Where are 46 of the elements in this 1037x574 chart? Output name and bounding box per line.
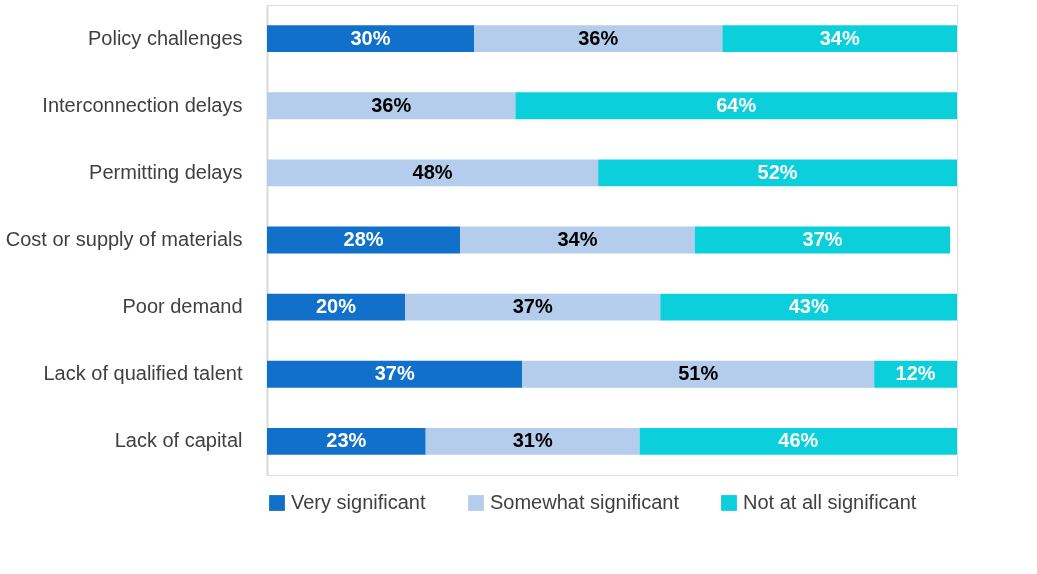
bar — [267, 360, 523, 388]
bar — [425, 428, 640, 455]
bar — [722, 25, 957, 52]
data-label: 37% — [802, 228, 843, 250]
bar — [267, 159, 599, 187]
data-label: 36% — [578, 26, 619, 49]
bar — [267, 92, 516, 120]
y-tick-label: Cost or supply of materials — [5, 228, 243, 250]
data-label: 46% — [778, 429, 819, 452]
data-label: 23% — [326, 429, 367, 452]
data-label: 52% — [757, 160, 798, 183]
bar — [460, 226, 695, 254]
y-tick-label: Lack of qualified talent — [43, 362, 243, 385]
bar — [522, 360, 875, 388]
y-tick-label: Permitting delays — [89, 160, 243, 183]
bar — [598, 159, 957, 187]
y-tick-label: Policy challenges — [87, 26, 243, 49]
data-label: 64% — [716, 93, 757, 116]
bar — [474, 25, 723, 52]
data-label: 36% — [371, 93, 412, 116]
data-label: 43% — [788, 295, 829, 318]
data-label: 30% — [350, 26, 391, 49]
data-label: 28% — [343, 228, 384, 250]
data-label: 37% — [512, 295, 553, 318]
data-label: 12% — [895, 362, 936, 385]
legend-label: Not at all significant — [743, 491, 917, 513]
y-tick-label: Poor demand — [122, 295, 243, 318]
y-tick-label: Interconnection delays — [42, 93, 243, 116]
data-label: 48% — [412, 160, 453, 183]
data-label: 51% — [678, 362, 719, 385]
data-label: 34% — [557, 228, 598, 250]
bar — [267, 293, 405, 321]
data-label: 31% — [512, 429, 553, 452]
legend-label: Somewhat significant — [490, 491, 680, 513]
data-label: 20% — [315, 295, 357, 318]
legend-label: Very significant — [291, 491, 426, 513]
bar — [639, 428, 957, 455]
data-label: 37% — [374, 362, 415, 385]
bar — [515, 92, 957, 120]
bar — [267, 428, 426, 455]
data-label: 34% — [819, 26, 860, 49]
bar — [694, 226, 951, 254]
bar — [267, 25, 474, 52]
y-tick-label: Lack of capital — [114, 429, 243, 452]
bar — [660, 293, 957, 321]
bar — [405, 293, 661, 321]
